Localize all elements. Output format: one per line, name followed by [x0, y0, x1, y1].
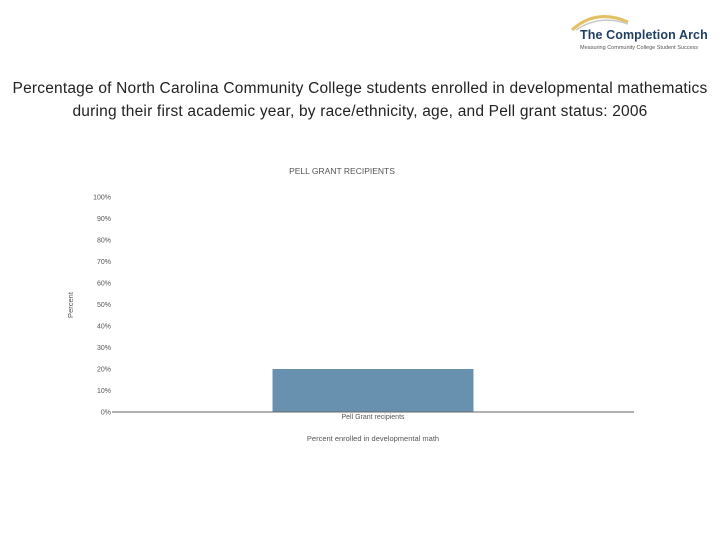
y-tick-label: 50%	[97, 302, 111, 309]
y-tick-label: 70%	[97, 259, 111, 266]
bar	[272, 369, 474, 412]
bars	[272, 369, 474, 412]
x-axis-ticks: Pell Grant recipients	[341, 414, 405, 421]
chart-title: PELL GRANT RECIPIENTS	[289, 166, 395, 176]
x-axis-label: Percent enrolled in developmental math	[307, 434, 439, 443]
y-tick-label: 80%	[97, 238, 111, 245]
y-tick-label: 90%	[97, 216, 111, 223]
x-tick-label: Pell Grant recipients	[341, 414, 405, 421]
y-axis-ticks: 0% 10% 20% 30% 40% 50% 60% 70% 80% 90% 100%	[93, 195, 111, 417]
y-tick-label: 10%	[97, 388, 111, 395]
y-tick-label: 30%	[97, 345, 111, 352]
logo-name: The Completion Arch	[580, 28, 708, 42]
y-axis-label: Percent	[66, 291, 75, 318]
logo-tagline: Measuring Community College Student Succ…	[580, 45, 699, 51]
arch-logo-icon	[570, 15, 629, 32]
y-tick-label: 40%	[97, 324, 111, 331]
y-tick-label: 20%	[97, 367, 111, 374]
y-tick-label: 100%	[93, 195, 111, 202]
slide-title: Percentage of North Carolina Community C…	[12, 80, 708, 120]
completion-arch-logo: The Completion Arch Measuring Community …	[566, 12, 708, 54]
y-tick-label: 60%	[97, 281, 111, 288]
y-tick-label: 0%	[101, 410, 111, 417]
